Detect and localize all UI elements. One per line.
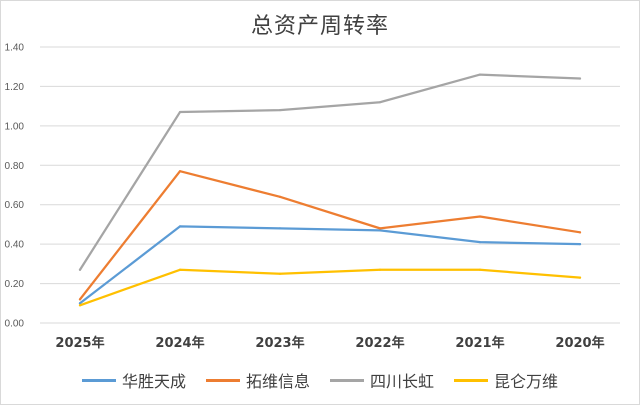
x-tick-label: 2024年 bbox=[155, 335, 204, 351]
series-lines bbox=[78, 73, 582, 307]
y-tick-label: 0.60 bbox=[5, 200, 25, 211]
data-point bbox=[178, 110, 182, 114]
x-tick-label: 2022年 bbox=[355, 335, 404, 351]
x-tick-label: 2025年 bbox=[55, 335, 104, 351]
legend-label: 四川长虹 bbox=[370, 372, 435, 391]
y-tick-label: 1.20 bbox=[5, 82, 25, 93]
data-point bbox=[78, 298, 82, 301]
gridlines bbox=[40, 46, 620, 324]
data-point bbox=[478, 268, 482, 271]
y-tick-label: 0.20 bbox=[5, 279, 25, 290]
legend-item: 拓维信息 bbox=[205, 368, 310, 392]
legend-swatch bbox=[454, 378, 489, 382]
legend-label: 华胜天成 bbox=[121, 372, 186, 391]
data-point bbox=[78, 302, 82, 305]
data-point bbox=[78, 304, 82, 307]
data-point bbox=[478, 73, 482, 76]
data-point bbox=[578, 243, 582, 246]
data-point bbox=[178, 225, 182, 228]
y-tick-label: 0.00 bbox=[5, 319, 25, 330]
data-point bbox=[378, 229, 382, 232]
data-point bbox=[178, 170, 182, 173]
y-tick-label: 0.40 bbox=[5, 240, 25, 251]
legend-item: 四川长虹 bbox=[330, 368, 434, 392]
data-point bbox=[278, 227, 282, 230]
series-line-1 bbox=[78, 170, 582, 301]
data-point bbox=[478, 215, 482, 218]
data-point bbox=[378, 101, 382, 104]
data-point bbox=[578, 231, 582, 234]
series-line-2 bbox=[78, 73, 582, 271]
data-point bbox=[378, 268, 382, 271]
y-tick-label: 1.40 bbox=[5, 43, 25, 54]
data-point bbox=[278, 108, 282, 112]
data-point bbox=[378, 227, 382, 230]
x-tick-label: 2020年 bbox=[555, 335, 604, 351]
x-axis-ticks: 2025年 2024年 2023年 2022年 2021年 2020年 bbox=[55, 335, 604, 351]
data-point bbox=[278, 272, 282, 275]
x-tick-label: 2023年 bbox=[255, 335, 304, 351]
series-line-0 bbox=[78, 225, 582, 305]
data-point bbox=[578, 276, 582, 279]
legend-swatch bbox=[205, 378, 240, 382]
legend-label: 拓维信息 bbox=[245, 372, 310, 391]
y-tick-label: 0.80 bbox=[5, 161, 25, 172]
legend-swatch bbox=[330, 378, 364, 382]
data-point bbox=[578, 77, 582, 80]
y-axis-ticks: 0.00 0.20 0.40 0.60 0.80 1.00 1.20 1.40 bbox=[5, 43, 25, 330]
data-point bbox=[78, 268, 82, 271]
legend-item: 华胜天成 bbox=[81, 368, 186, 392]
x-tick-label: 2021年 bbox=[455, 335, 504, 351]
chart-title: 总资产周转率 bbox=[250, 14, 389, 39]
legend-label: 昆仑万维 bbox=[494, 372, 559, 391]
data-point bbox=[278, 195, 282, 198]
series-line-3 bbox=[78, 268, 582, 307]
y-tick-label: 1.00 bbox=[5, 121, 25, 132]
data-point bbox=[478, 241, 482, 244]
legend: 华胜天成 拓维信息 四川长虹 昆仑万维 bbox=[0, 368, 640, 392]
legend-item: 昆仑万维 bbox=[454, 368, 558, 392]
data-point bbox=[178, 268, 182, 271]
legend-swatch bbox=[81, 378, 116, 382]
